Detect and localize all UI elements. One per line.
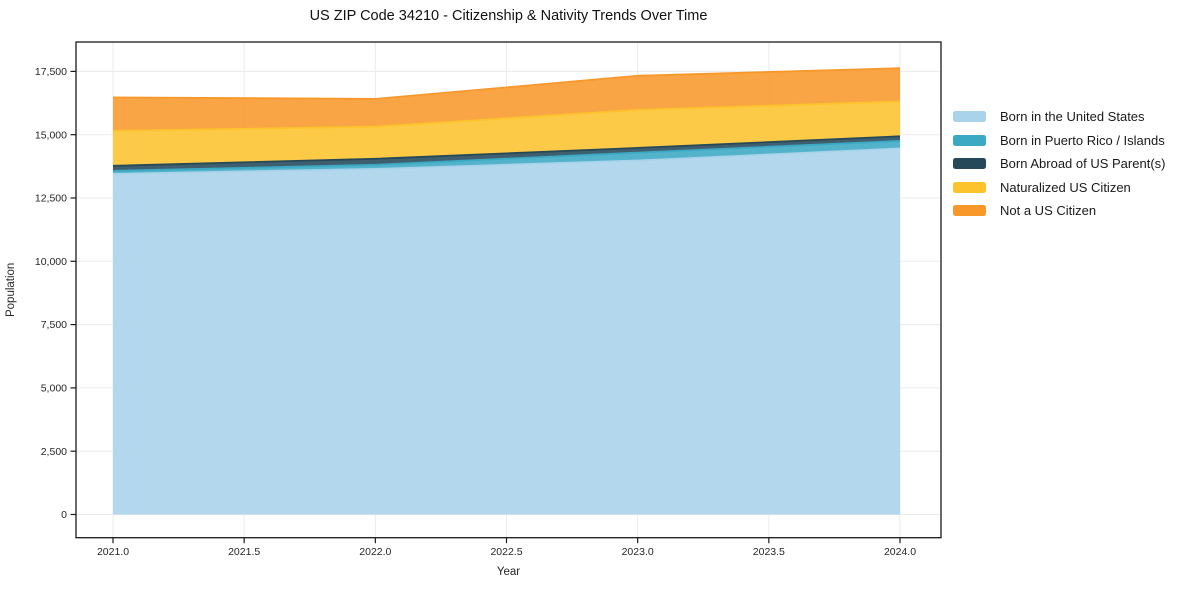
y-tick-label: 12,500 (35, 193, 67, 205)
plot-frame (75, 41, 942, 539)
edge-born-in-puerto-rico-islands (112, 140, 901, 172)
legend-swatch-naturalized-us-citizen (953, 181, 986, 193)
legend-item-born-in-the-united-states: Born in the United States (953, 105, 1165, 129)
legend: Born in the United States Born in Puerto … (953, 105, 1165, 223)
legend-label: Born Abroad of US Parent(s) (1000, 156, 1166, 172)
x-tick-label: 2024.0 (884, 546, 916, 558)
legend-label: Born in the United States (1000, 109, 1145, 125)
legend-item-not-a-us-citizen: Not a US Citizen (953, 199, 1165, 223)
y-axis-label: Population (5, 263, 17, 317)
x-tick-label: 2023.5 (753, 546, 785, 558)
y-tick-label: 15,000 (35, 129, 67, 141)
area-born-in-the-united-states (113, 148, 900, 515)
area-born-in-puerto-rico-islands (113, 140, 900, 174)
y-tick-label: 10,000 (35, 256, 67, 268)
x-axis-label: Year (497, 566, 520, 578)
edge-naturalized-us-citizen (112, 100, 901, 132)
legend-swatch-not-a-us-citizen (953, 205, 986, 217)
legend-item-naturalized-us-citizen: Naturalized US Citizen (953, 176, 1165, 200)
area-not-a-us-citizen (113, 68, 900, 131)
x-tick-label: 2023.0 (622, 546, 654, 558)
legend-swatch-born-in-the-united-states (953, 111, 986, 123)
legend-swatch-born-abroad-of-us-parent-s (953, 158, 986, 170)
legend-label: Naturalized US Citizen (1000, 179, 1131, 195)
x-tick-label: 2021.5 (228, 546, 260, 558)
legend-item-born-abroad-of-us-parent-s: Born Abroad of US Parent(s) (953, 152, 1165, 176)
x-tick-label: 2021.0 (97, 546, 129, 558)
area-naturalized-us-citizen (113, 101, 900, 166)
edge-not-a-us-citizen (112, 67, 901, 100)
x-tick-label: 2022.5 (490, 546, 522, 558)
chart-title: US ZIP Code 34210 - Citizenship & Nativi… (309, 8, 708, 24)
x-tick-label: 2022.0 (359, 546, 391, 558)
legend-item-born-in-puerto-rico-islands: Born in Puerto Rico / Islands (953, 129, 1165, 153)
legend-label: Not a US Citizen (1000, 203, 1097, 219)
y-tick-label: 0 (61, 509, 67, 521)
y-tick-label: 7,500 (41, 319, 67, 331)
edge-born-abroad-of-us-parent-s (112, 135, 901, 167)
y-tick-label: 2,500 (41, 446, 67, 458)
y-tick-label: 17,500 (35, 66, 67, 78)
legend-swatch-born-in-puerto-rico-islands (953, 134, 986, 146)
edge-born-in-the-united-states (112, 147, 901, 175)
legend-label: Born in Puerto Rico / Islands (1000, 132, 1165, 148)
y-tick-label: 5,000 (41, 383, 67, 395)
